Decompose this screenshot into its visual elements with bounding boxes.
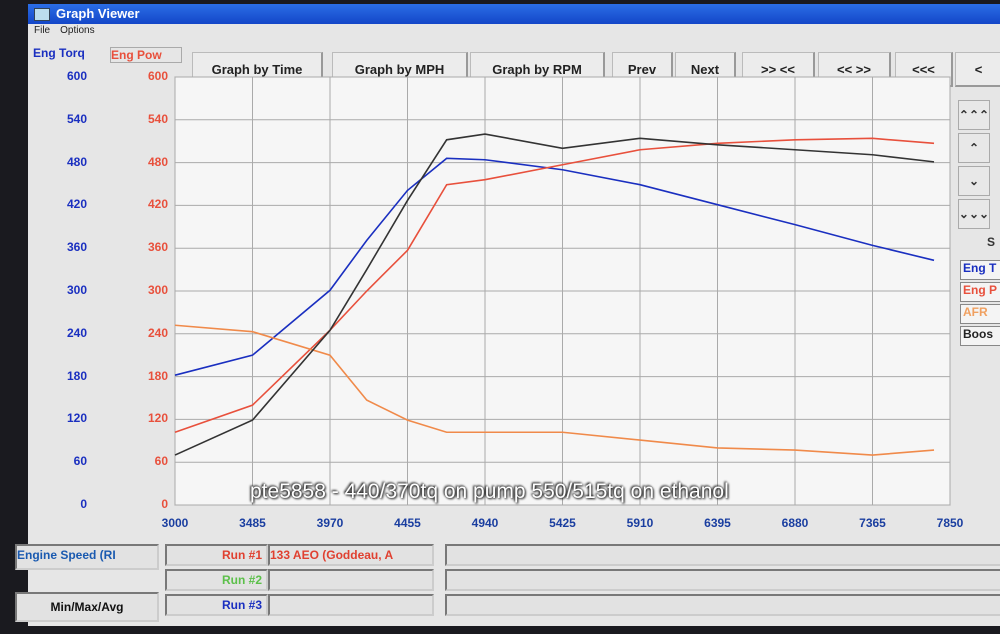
torque-tick: 420 [66,197,87,212]
x-tick: 3970 [316,516,344,530]
scroll-button[interactable]: ⌄ [958,166,990,196]
x-tick: 3485 [239,516,266,530]
run-name[interactable] [268,569,434,591]
x-tick: 7365 [859,516,886,530]
scroll-button[interactable]: ⌃ [958,133,990,163]
legend-item[interactable]: Boos [960,326,1000,346]
power-tick: 120 [147,411,168,426]
torque-tick: 600 [66,69,87,83]
x-channel-select[interactable]: Engine Speed (RI [15,544,159,570]
series-afr [174,324,935,456]
run-label: Run #1 [165,544,268,566]
series-eng-torq [174,157,935,376]
power-tick: 240 [147,325,168,340]
legend-item[interactable]: Eng T [960,260,1000,280]
torque-tick: 60 [73,454,87,469]
torque-axis-label[interactable]: Eng Torq [33,46,85,60]
torque-tick: 360 [66,240,87,255]
legend-item[interactable]: AFR [960,304,1000,324]
power-tick: 360 [147,240,168,255]
x-tick: 5425 [549,516,576,530]
run-info [445,544,1000,566]
run-label: Run #3 [165,594,268,616]
run-info [445,569,1000,591]
x-tick: 6395 [704,516,731,530]
torque-tick: 180 [66,368,87,383]
caption: pte5858 - 440/370tq on pump 550/515tq on… [250,480,729,503]
power-tick: 540 [147,111,168,126]
scroll-button[interactable]: ⌄⌄⌄ [958,199,990,229]
window-title: Graph Viewer [56,6,140,21]
x-tick: 4455 [394,516,421,530]
power-axis-label[interactable]: Eng Pow [110,47,182,63]
run-name[interactable]: 133 AEO (Goddeau, A [268,544,434,566]
power-tick: 0 [161,497,168,511]
power-tick: 60 [154,454,168,469]
x-tick: 6880 [781,516,809,530]
torque-tick: 240 [66,325,87,340]
x-tick: 4940 [471,516,499,530]
series-boost [174,133,935,456]
legend-item[interactable]: Eng P [960,282,1000,302]
scroll-button[interactable]: ⌃⌃⌃ [958,100,990,130]
torque-tick: 120 [66,411,87,426]
run-label: Run #2 [165,569,268,591]
power-tick: 420 [147,197,168,212]
power-tick: 300 [147,283,168,297]
x-tick: 5910 [626,516,654,530]
menu-file[interactable]: File [34,25,51,36]
min-max-avg-button[interactable]: Min/Max/Avg [15,592,159,622]
side-label: S [987,235,996,249]
menu-options[interactable]: Options [60,25,95,36]
menu-bar: File Options [34,25,105,36]
power-tick: 480 [147,154,168,169]
torque-tick: 480 [66,154,87,169]
nav-button[interactable]: < [955,52,1000,87]
torque-tick: 300 [66,283,87,297]
app-icon [34,8,50,21]
title-bar: Graph Viewer [28,4,1000,24]
run-name[interactable] [268,594,434,616]
x-tick: 3000 [161,516,189,530]
torque-tick: 540 [66,111,87,126]
run-info [445,594,1000,616]
power-tick: 600 [147,69,168,83]
power-tick: 180 [147,368,168,383]
torque-tick: 0 [80,497,87,511]
x-tick: 7850 [936,516,964,530]
